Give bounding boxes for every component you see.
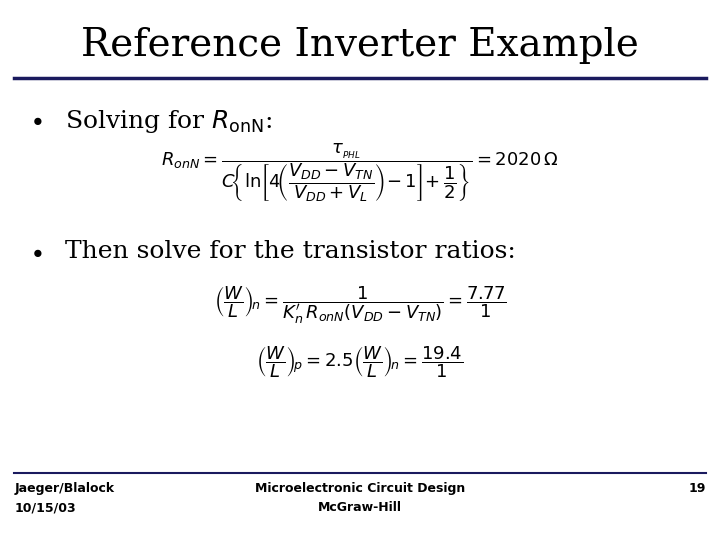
Text: $\left(\dfrac{W}{L}\right)_{\!n}= \dfrac{1}{K_n^{\prime}\,R_{onN}(V_{DD}-V_{TN}): $\left(\dfrac{W}{L}\right)_{\!n}= \dfrac… (214, 284, 506, 326)
Text: 19: 19 (688, 482, 706, 495)
Text: McGraw-Hill: McGraw-Hill (318, 501, 402, 514)
Text: $\left(\dfrac{W}{L}\right)_{\!p}= 2.5\left(\dfrac{W}{L}\right)_{\!n}= \dfrac{19.: $\left(\dfrac{W}{L}\right)_{\!p}= 2.5\le… (256, 344, 464, 380)
Text: Jaeger/Blalock: Jaeger/Blalock (14, 482, 114, 495)
Text: Reference Inverter Example: Reference Inverter Example (81, 27, 639, 64)
Text: $R_{onN} = \dfrac{\tau_{_{PHL}}}{C\!\left\{\ln\!\left[4\!\left(\dfrac{V_{DD}-V_{: $R_{onN} = \dfrac{\tau_{_{PHL}}}{C\!\lef… (161, 141, 559, 204)
Text: Then solve for the transistor ratios:: Then solve for the transistor ratios: (65, 240, 516, 264)
Text: Solving for $R_{\mathrm{onN}}$:: Solving for $R_{\mathrm{onN}}$: (65, 108, 272, 135)
Text: $\bullet$: $\bullet$ (29, 240, 42, 264)
Text: $\bullet$: $\bullet$ (29, 108, 42, 132)
Text: Microelectronic Circuit Design: Microelectronic Circuit Design (255, 482, 465, 495)
Text: 10/15/03: 10/15/03 (14, 501, 76, 514)
